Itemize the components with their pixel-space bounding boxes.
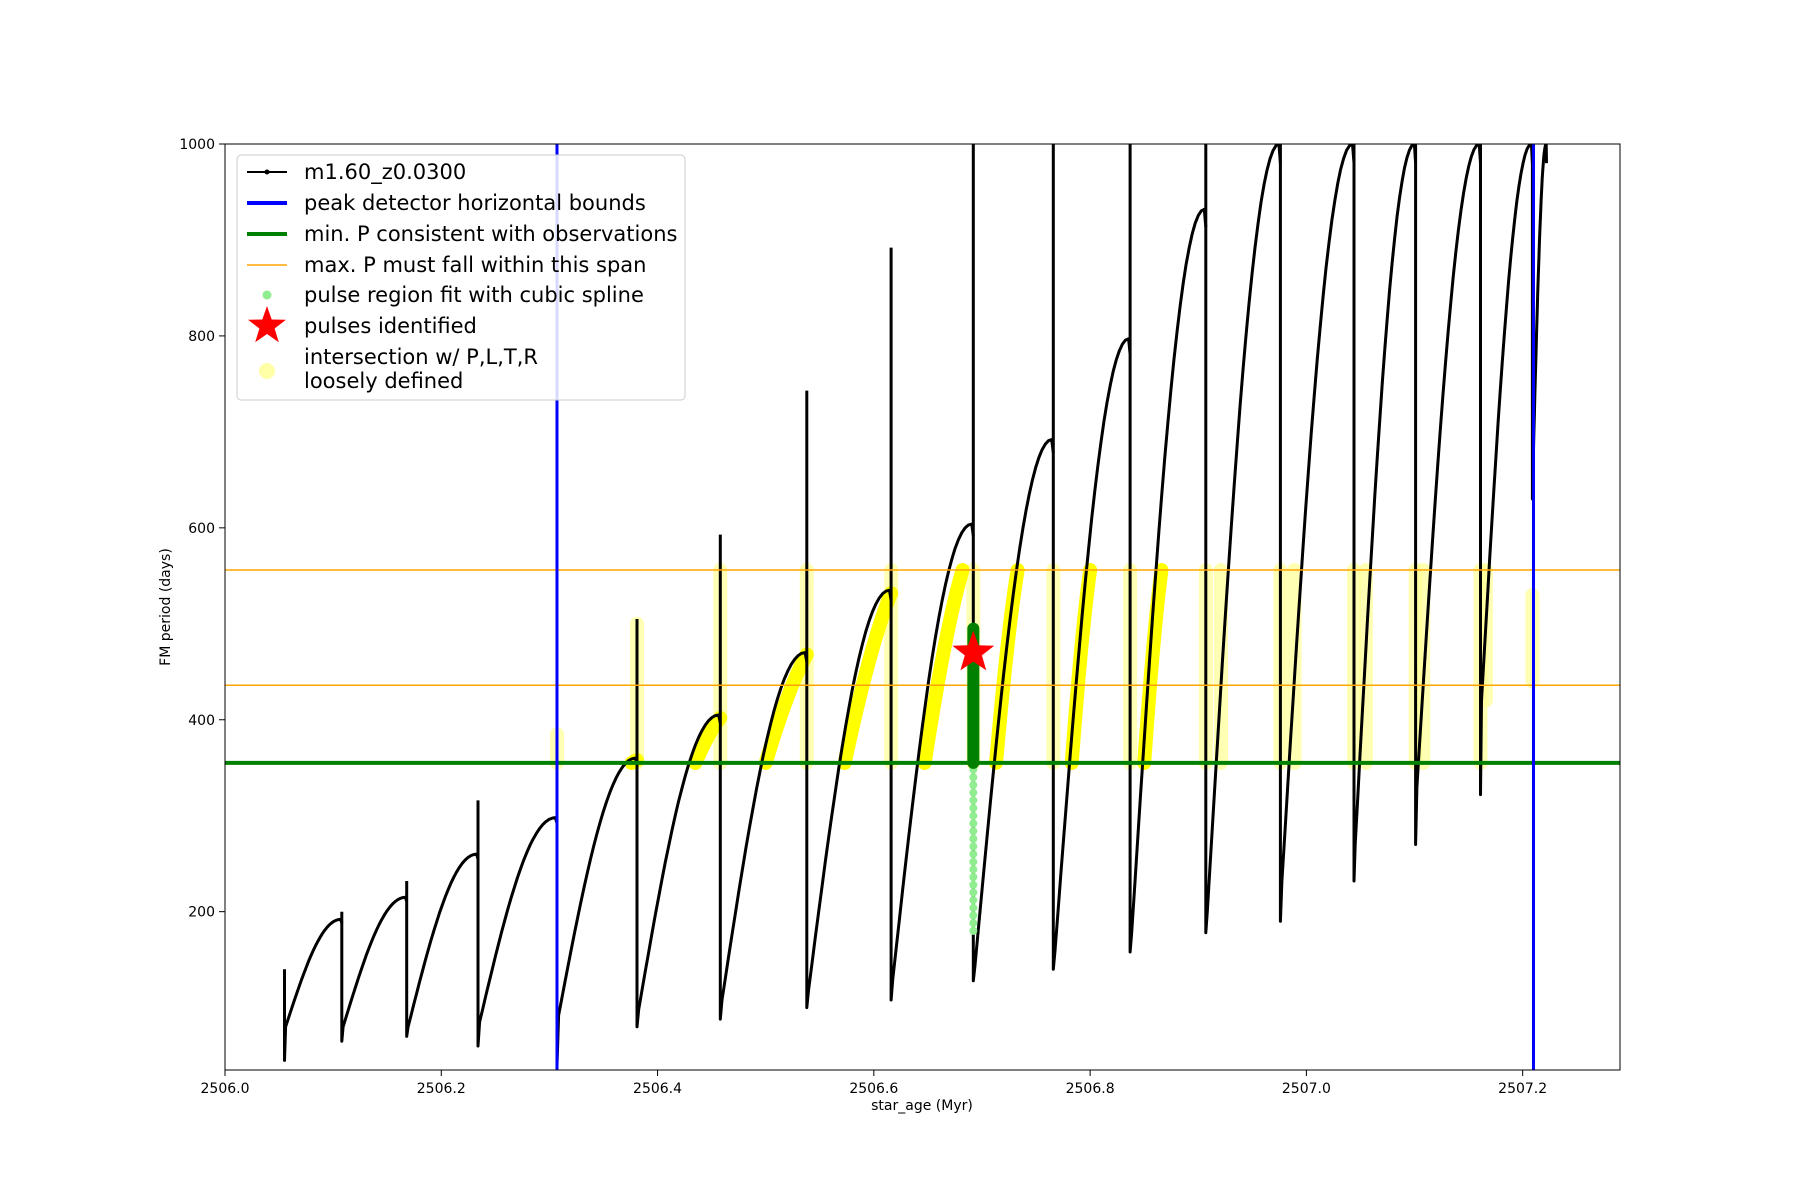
spline-fit-point [969,781,978,790]
spline-fit-point [969,811,978,820]
legend-handle-dot [262,290,272,300]
plot-area [225,144,1620,1070]
intersection-segment [758,647,814,770]
y-tick-label: 400 [188,713,215,729]
series-pulse-curve [971,144,1055,983]
intersection-segment [989,563,1025,770]
x-axis: 2506.0 2506.2 2506.4 2506.6 2506.8 2507.0 2507… [201,1070,1547,1097]
spline-fit-point [969,888,978,897]
spline-fit-point [969,796,978,805]
x-tick-label: 2507.2 [1498,1081,1547,1097]
spline-fit-point [969,911,978,920]
legend-label: pulse region fit with cubic spline [304,283,644,307]
spline-fit-point [969,896,978,905]
legend-label: min. P consistent with observations [304,222,677,246]
y-tick-label: 200 [188,905,215,921]
x-tick-label: 2506.8 [1066,1081,1115,1097]
series-pulse-curve [1128,144,1208,954]
spline-fit-point [969,903,978,912]
legend-label: peak detector horizontal bounds [304,191,646,215]
intersection-segment [917,563,970,770]
spline-fit-point [969,819,978,828]
series-pulse-curve [405,852,480,1038]
x-tick-label: 2506.2 [417,1081,466,1097]
spline-fit-point [969,773,978,782]
legend-handle-star [248,306,286,343]
x-tick-label: 2506.4 [633,1081,682,1097]
pulse-identified-star [952,630,995,671]
plot-frame [224,143,1621,1071]
intersection-segment [837,586,899,770]
intersection-segment [1064,563,1098,770]
spline-fit-point [969,788,978,797]
legend-handle-dot [259,363,275,379]
legend-label: m1.60_z0.0300 [304,160,466,185]
x-axis-title: star_age (Myr) [871,1098,973,1114]
legend-label: intersection w/ P,L,T,R [304,345,538,369]
series-pulse-curve [805,390,893,1010]
series-pulse-curve [555,753,639,1067]
series-pulse-curve [718,534,809,1021]
series-pulse-curve [1479,144,1534,797]
legend-label: max. P must fall within this span [304,253,646,277]
spline-fit-point [969,880,978,889]
spline-fit-point [969,865,978,874]
spline-fit-point [969,857,978,866]
legend-label: pulses identified [304,314,477,338]
spline-fit-point [969,850,978,859]
series-pulse-curve [283,917,344,1062]
series-pulse-curve [635,619,722,1029]
y-axis-title: FM period (days) [158,548,174,666]
spline-fit-point [969,804,978,813]
spline-fit-point [969,873,978,882]
series-pulse-curve [1278,144,1356,923]
x-tick-label: 2507.0 [1282,1081,1331,1097]
legend-box [236,154,686,401]
series-pulse-curve [476,800,559,1048]
spline-fit-point [969,842,978,851]
series-pulse-curve [889,247,975,1002]
spline-fit-point [969,827,978,836]
y-tick-label: 600 [188,521,215,537]
x-tick-label: 2506.6 [849,1081,898,1097]
series-pulse-curve [1204,144,1282,935]
series-pulse-curve [1352,144,1418,883]
legend-label-line2: loosely defined [304,369,463,393]
spline-fit-point [969,919,978,928]
y-tick-label: 800 [188,329,215,345]
legend-handle-dot [264,169,270,175]
series-pulse-curve [1051,144,1132,971]
y-tick-label: 1000 [179,137,215,153]
series-pulse-curve [340,895,409,1043]
spline-fit-point [969,834,978,843]
x-tick-label: 2506.0 [201,1081,250,1097]
spline-fit-point [969,926,978,935]
intersection-segment [1137,563,1169,770]
series-pulse-curve [1414,144,1482,846]
y-axis: 200 400 600 800 1000 [179,137,225,921]
